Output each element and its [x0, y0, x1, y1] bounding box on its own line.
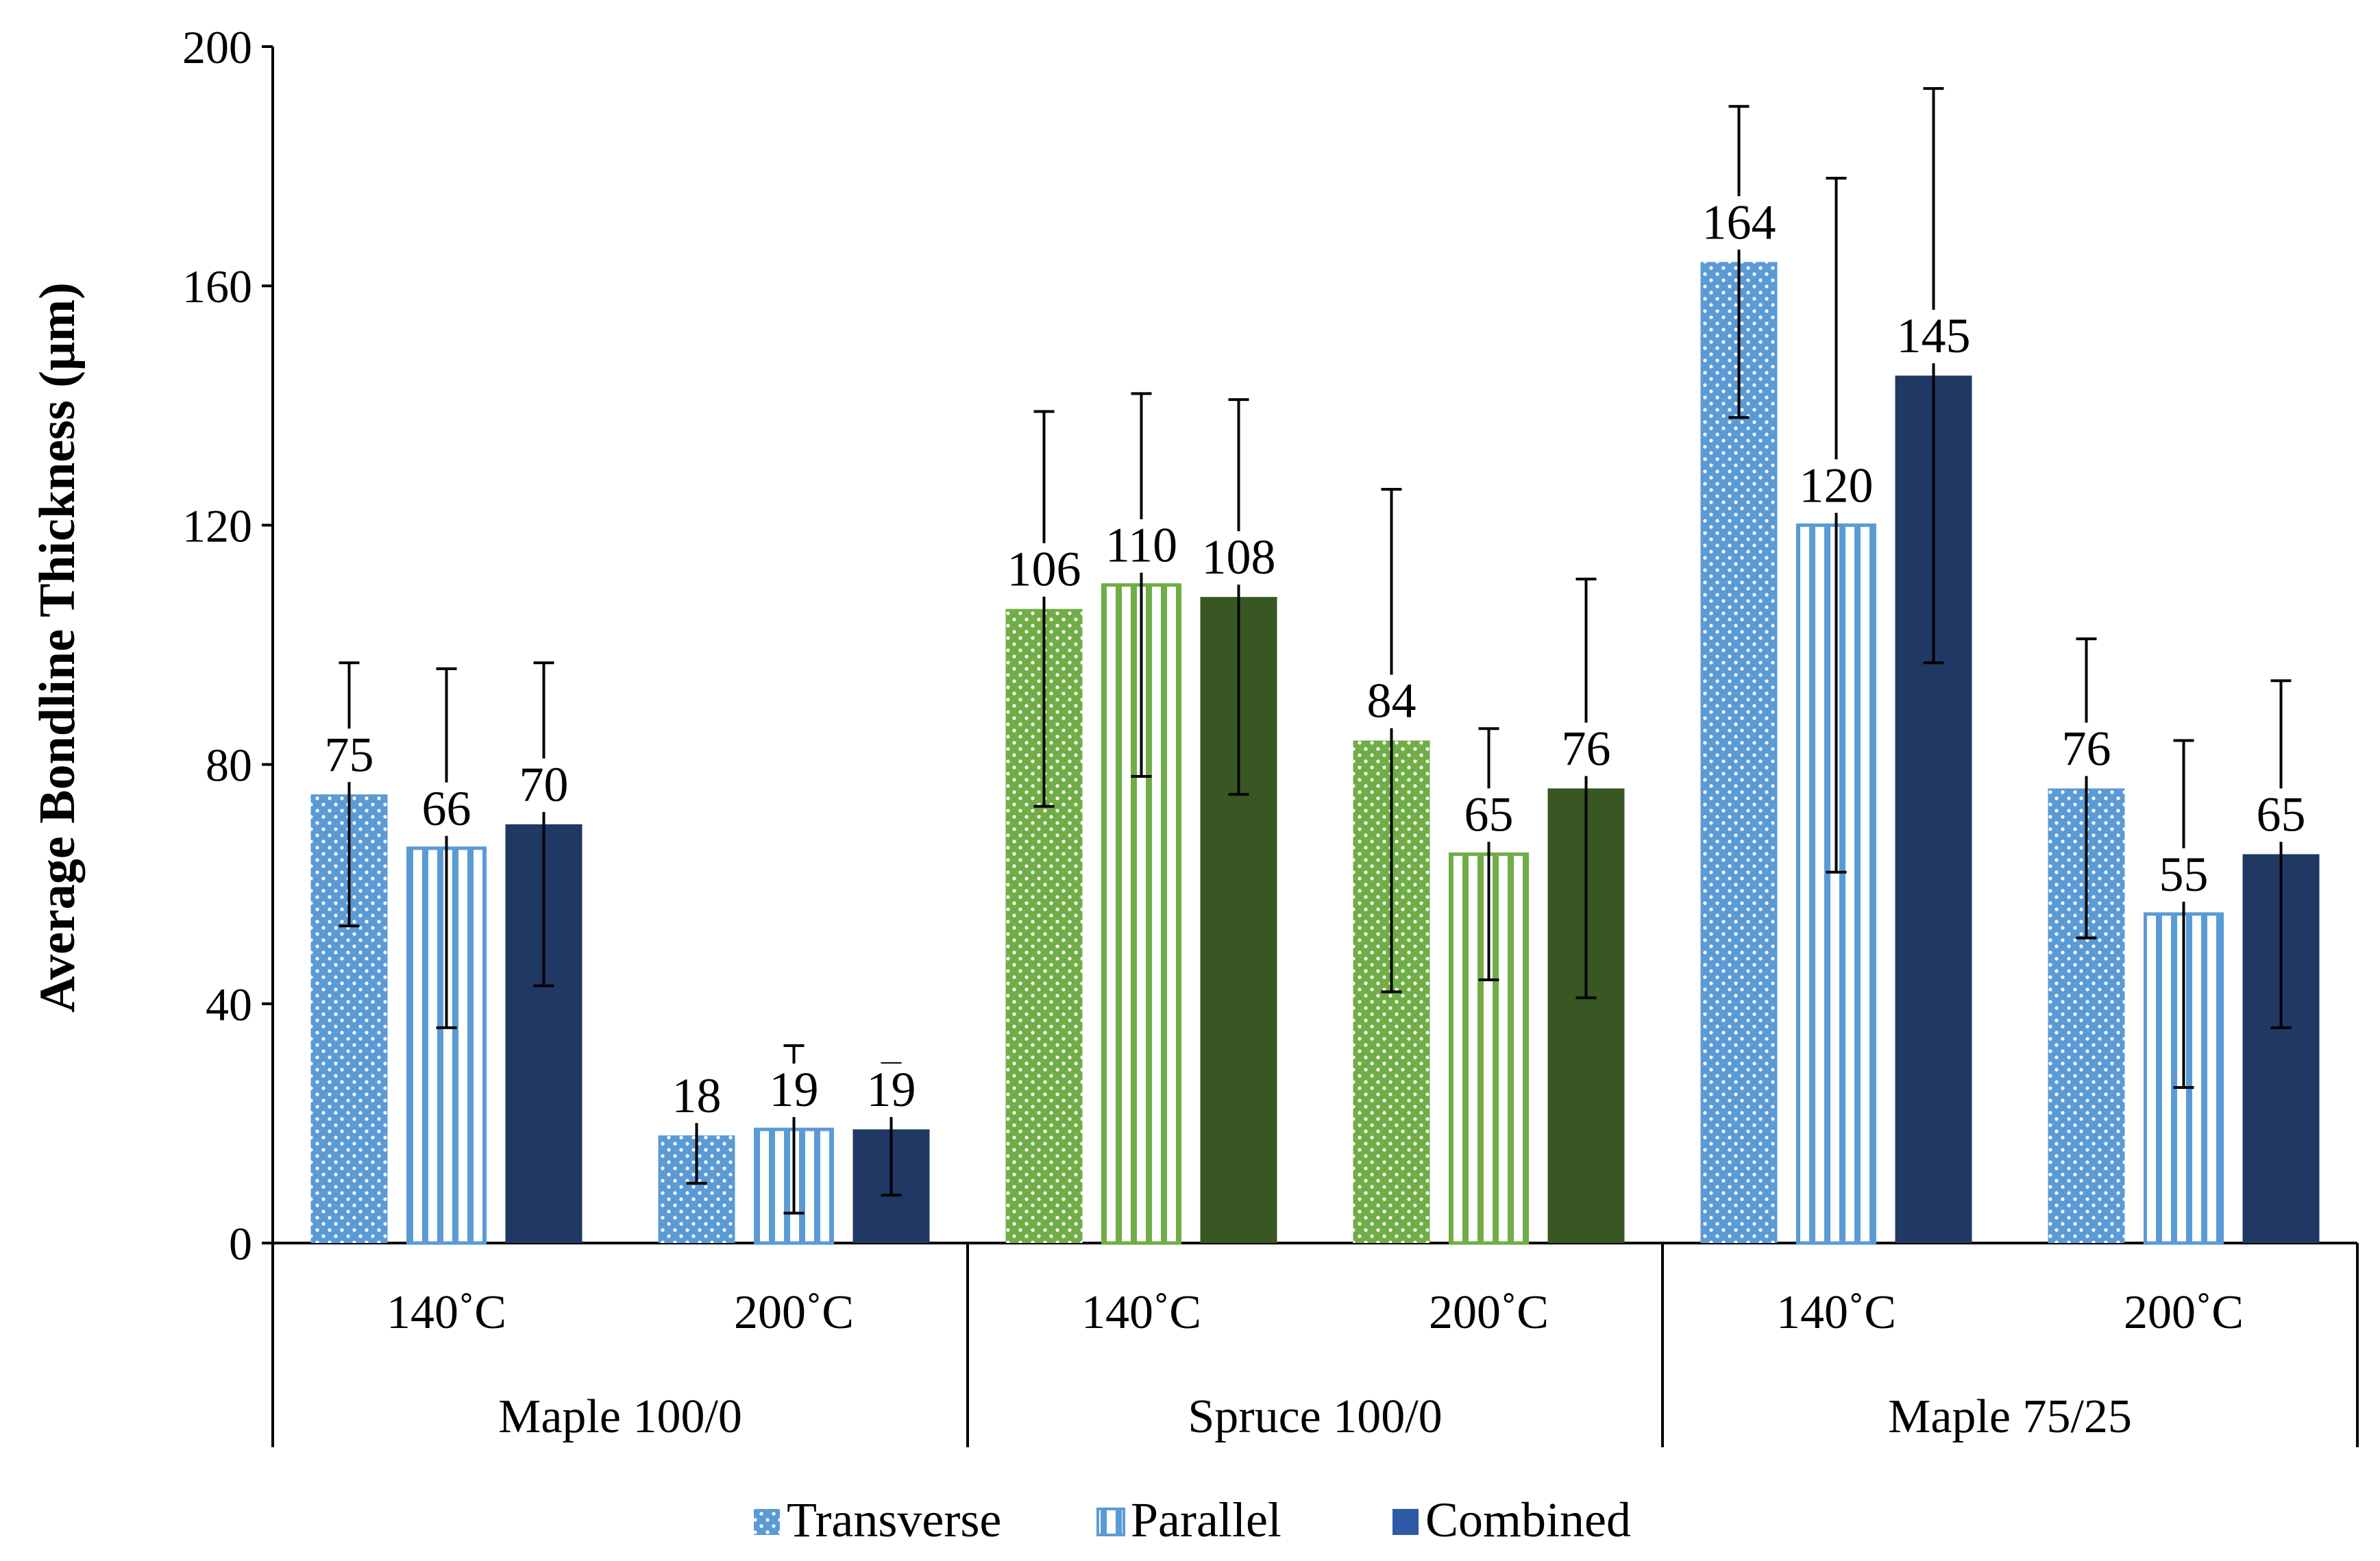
axes: 0 40 80 120 160 200: [182, 21, 2359, 1447]
x-group-label: Maple 75/25: [1888, 1390, 2132, 1443]
data-label-bg: [406, 782, 487, 836]
data-label: 65: [2257, 787, 2306, 842]
data-label-bg: [657, 1069, 737, 1123]
legend-swatch-parallel: [1096, 1508, 1125, 1536]
data-label: 106: [1007, 542, 1081, 597]
data-label-bg: [2046, 722, 2126, 776]
data-label: 66: [422, 781, 471, 836]
y-tick-label: 40: [206, 979, 252, 1031]
data-label-bg: [1351, 674, 1432, 728]
data-label: 65: [1464, 787, 1514, 842]
data-label-bg: [1699, 196, 1779, 250]
legend: Transverse Parallel Combined: [754, 1492, 1631, 1547]
data-label: 108: [1202, 530, 1276, 585]
data-label-bg: [2144, 848, 2224, 902]
data-label-bg: [1449, 788, 1529, 842]
y-tick-label: 200: [182, 21, 252, 73]
data-label: 19: [867, 1062, 916, 1117]
data-label: 110: [1105, 518, 1177, 573]
data-label: 75: [325, 727, 374, 782]
legend-swatch-transverse: [754, 1509, 780, 1535]
data-label-bg: [851, 1064, 931, 1118]
x-category-labels: 140˚C 200˚C 140˚C 200˚C 140˚C 200˚C Maple 100/…: [387, 1286, 2244, 1443]
x-category-label: 140˚C: [1776, 1286, 1896, 1339]
legend-label-transverse: Transverse: [787, 1492, 1001, 1547]
data-label-bg: [1101, 519, 1181, 573]
legend-label-combined: Combined: [1425, 1492, 1631, 1547]
x-group-label: Spruce 100/0: [1188, 1390, 1442, 1443]
data-label: 19: [770, 1062, 819, 1117]
data-label-bg: [1546, 722, 1626, 776]
y-tick-label: 160: [182, 260, 252, 312]
x-category-label: 200˚C: [2124, 1286, 2244, 1339]
data-label-bg: [504, 758, 584, 812]
data-labels: 75 66 70 18 19 19 106 110 108 84 65 76 164 120 145 76 55…: [309, 195, 2321, 1123]
data-label-bg: [309, 728, 389, 783]
x-category-label: 200˚C: [734, 1286, 854, 1339]
data-label: 76: [2062, 722, 2111, 776]
data-label: 76: [1562, 722, 1611, 776]
data-label: 70: [519, 757, 569, 812]
y-tick-label: 120: [182, 500, 252, 552]
legend-label-parallel: Parallel: [1131, 1492, 1281, 1547]
y-tick-label: 0: [229, 1218, 252, 1270]
y-axis-label: Average Bondline Thickness (µm): [29, 282, 86, 1013]
data-label-bg: [1199, 531, 1279, 585]
data-label: 120: [1800, 458, 1874, 513]
data-label-bg: [1893, 310, 1974, 364]
y-tick-label: 80: [206, 739, 252, 791]
bar-transverse: [1700, 262, 1778, 1243]
x-category-label: 140˚C: [387, 1286, 506, 1339]
x-category-label: 140˚C: [1081, 1286, 1201, 1339]
bars: [310, 87, 2320, 1245]
x-group-label: Maple 100/0: [498, 1390, 742, 1443]
data-label-bg: [1004, 543, 1084, 597]
legend-swatch-combined: [1393, 1509, 1419, 1535]
data-label: 18: [672, 1068, 722, 1123]
data-label: 164: [1702, 195, 1776, 249]
data-label: 55: [2159, 847, 2209, 902]
data-label: 145: [1897, 308, 1971, 363]
data-label: 84: [1367, 674, 1416, 728]
data-label-bg: [2241, 788, 2321, 842]
data-label-bg: [754, 1064, 834, 1118]
x-category-label: 200˚C: [1429, 1286, 1549, 1339]
data-label-bg: [1796, 459, 1876, 513]
